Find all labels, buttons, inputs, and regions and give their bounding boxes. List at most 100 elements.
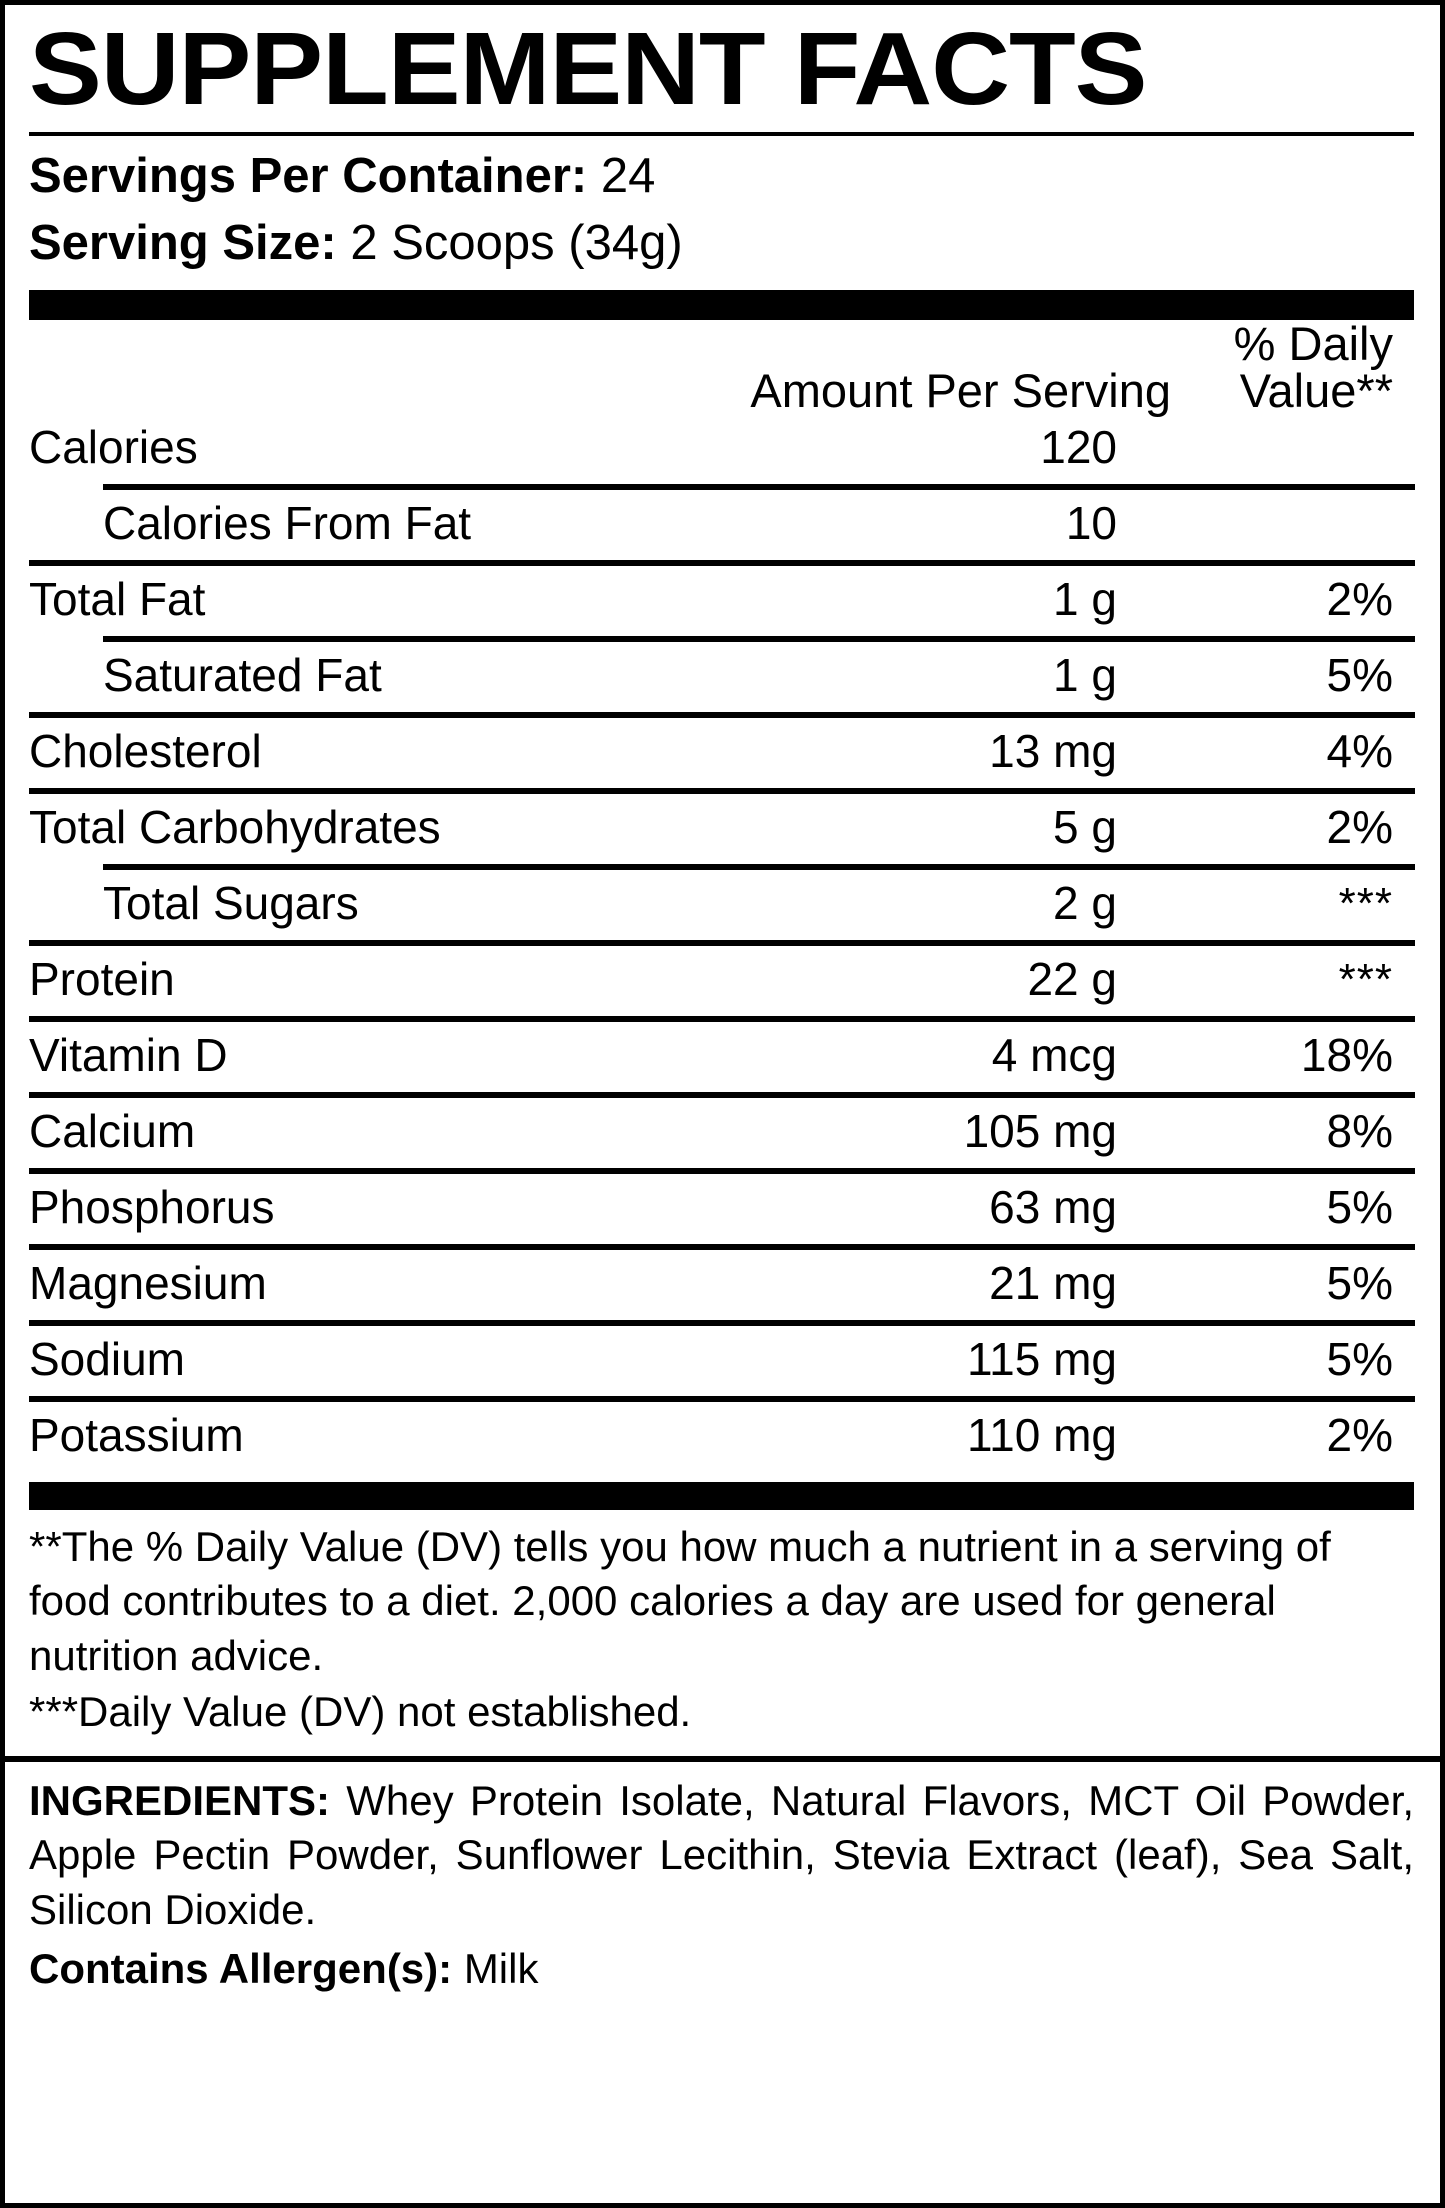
nutrient-daily-value: 5% xyxy=(1326,1180,1393,1233)
table-row: Total Fat 1 g 2% xyxy=(29,566,1415,636)
nutrient-amount: 21 mg xyxy=(989,1256,1117,1309)
row-separator-cell xyxy=(29,1319,1415,1326)
row-separator xyxy=(29,1091,1415,1098)
header-nutrient xyxy=(29,320,659,414)
nutrient-daily-value: 5% xyxy=(1326,1256,1393,1309)
row-separator xyxy=(29,787,1415,794)
nutrient-amount: 4 mcg xyxy=(991,1028,1117,1081)
nutrient-name: Cholesterol xyxy=(29,724,262,777)
panel-inner: SUPPLEMENT FACTS Servings Per Container:… xyxy=(5,5,1440,2203)
row-separator xyxy=(29,1319,1415,1326)
nutrient-amount: 2 g xyxy=(1053,876,1117,929)
row-separator-cell xyxy=(29,711,1415,718)
row-separator xyxy=(29,1015,1415,1022)
row-separator-cell xyxy=(29,635,1415,642)
separator-rule xyxy=(29,787,1415,794)
table-row: Potassium 110 mg 2% xyxy=(29,1402,1415,1472)
nutrient-daily-value xyxy=(1179,490,1415,560)
table-row: Protein 22 g *** xyxy=(29,946,1415,1016)
row-separator xyxy=(29,559,1415,566)
table-row: Cholesterol 13 mg 4% xyxy=(29,718,1415,788)
nutrient-amount: 5 g xyxy=(1053,800,1117,853)
table-row: Total Carbohydrates 5 g 2% xyxy=(29,794,1415,864)
nutrient-daily-value: 5% xyxy=(1326,1332,1393,1385)
row-separator xyxy=(29,939,1415,946)
row-separator-cell xyxy=(29,1015,1415,1022)
row-separator-cell xyxy=(29,787,1415,794)
page-title: SUPPLEMENT FACTS xyxy=(29,11,1147,126)
header-amount-per-serving: Amount Per Serving xyxy=(750,363,1171,417)
table-row: Calcium 105 mg 8% xyxy=(29,1098,1415,1168)
footer-heavy-bar xyxy=(29,1481,1414,1510)
allergen-block: Contains Allergen(s): Milk xyxy=(29,1938,1414,1997)
serving-size-value: 2 Scoops (34g) xyxy=(350,215,683,270)
nutrient-amount: 10 xyxy=(1065,496,1117,549)
row-separator xyxy=(29,483,1415,490)
nutrient-amount: 120 xyxy=(1040,420,1117,473)
serving-size: Serving Size: 2 Scoops (34g) xyxy=(29,209,1414,276)
row-separator-cell xyxy=(29,1091,1415,1098)
nutrient-amount: 110 mg xyxy=(966,1408,1117,1461)
row-separator xyxy=(29,1395,1415,1402)
nutrient-name: Sodium xyxy=(29,1332,185,1385)
table-row: Saturated Fat 1 g 5% xyxy=(29,642,1415,712)
nutrient-name: Calories xyxy=(29,420,198,473)
nutrient-name: Protein xyxy=(29,952,175,1005)
servings-per-container-value: 24 xyxy=(600,149,656,203)
separator-rule xyxy=(29,1167,1415,1174)
serving-size-label: Serving Size: xyxy=(29,215,337,270)
separator-rule xyxy=(29,1395,1415,1402)
ingredients-divider xyxy=(5,1755,1440,1762)
nutrient-amount: 63 mg xyxy=(989,1180,1117,1233)
separator-rule xyxy=(29,1091,1415,1098)
row-separator-cell xyxy=(29,863,1415,870)
nutrient-name: Total Carbohydrates xyxy=(29,800,441,853)
nutrient-amount: 115 mg xyxy=(966,1332,1117,1385)
row-separator-cell xyxy=(29,483,1415,490)
nutrient-amount: 105 mg xyxy=(963,1104,1117,1157)
nutrient-daily-value: 8% xyxy=(1326,1104,1393,1157)
separator-rule xyxy=(29,711,1415,718)
nutrient-daily-value: 5% xyxy=(1326,648,1393,701)
nutrient-amount: 22 g xyxy=(1027,952,1117,1005)
nutrient-daily-value: 4% xyxy=(1326,724,1393,777)
row-separator xyxy=(29,863,1415,870)
nutrient-name: Total Fat xyxy=(29,572,206,625)
nutrient-name: Saturated Fat xyxy=(103,648,382,701)
separator-rule xyxy=(103,635,1415,642)
row-separator xyxy=(29,1167,1415,1174)
nutrient-amount: 1 g xyxy=(1053,572,1117,625)
nutrient-name: Phosphorus xyxy=(29,1180,275,1233)
row-separator xyxy=(29,635,1415,642)
separator-rule xyxy=(29,939,1415,946)
nutrition-table: Amount Per Serving % Daily Value** Calor… xyxy=(29,320,1415,1472)
row-separator-cell xyxy=(29,1243,1415,1250)
footnotes: **The % Daily Value (DV) tells you how m… xyxy=(29,1510,1414,1740)
nutrient-amount: 13 mg xyxy=(989,724,1117,777)
allergen-text: Milk xyxy=(463,1944,539,1992)
nutrient-daily-value: *** xyxy=(1338,878,1393,928)
table-row: Vitamin D 4 mcg 18% xyxy=(29,1022,1415,1092)
row-separator xyxy=(29,1243,1415,1250)
nutrient-name: Calcium xyxy=(29,1104,196,1157)
dv-not-established-footnote: ***Daily Value (DV) not established. xyxy=(29,1688,692,1736)
separator-rule xyxy=(29,559,1415,566)
table-row: Calories From Fat 10 xyxy=(29,490,1415,560)
table-row: Sodium 115 mg 5% xyxy=(29,1326,1415,1396)
row-separator xyxy=(29,711,1415,718)
header-heavy-bar xyxy=(29,289,1414,320)
table-row: Total Sugars 2 g *** xyxy=(29,870,1415,940)
nutrient-daily-value: 2% xyxy=(1326,572,1393,625)
daily-value-footnote: **The % Daily Value (DV) tells you how m… xyxy=(29,1522,1331,1679)
row-separator-cell xyxy=(29,1167,1415,1174)
nutrient-amount: 1 g xyxy=(1053,648,1117,701)
header-daily-value: % Daily Value** xyxy=(1233,316,1393,417)
separator-rule xyxy=(29,1015,1415,1022)
allergen-label: Contains Allergen(s): xyxy=(29,1944,453,1992)
row-separator-cell xyxy=(29,939,1415,946)
nutrition-table-body: Calories 120 Calories From Fat 10 Total Fat 1… xyxy=(29,414,1415,1472)
nutrient-name: Potassium xyxy=(29,1408,244,1461)
nutrient-name: Vitamin D xyxy=(29,1028,228,1081)
nutrient-name: Total Sugars xyxy=(103,876,359,929)
